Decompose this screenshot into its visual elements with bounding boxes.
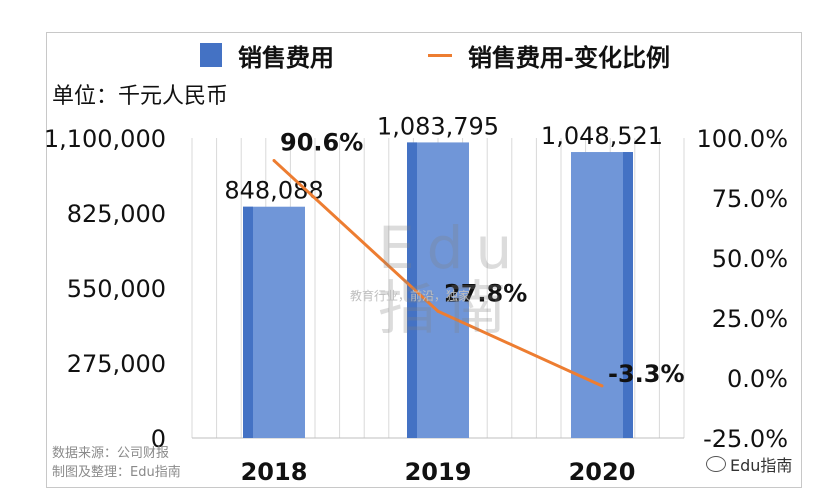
credit-line: 制图及整理：Edu指南: [52, 465, 181, 480]
watermark-logo: Edu 指南: [378, 218, 524, 338]
bar-data-label: 1,048,521: [541, 122, 663, 150]
line-data-label: -3.3%: [608, 360, 685, 388]
wechat-label: Edu指南: [730, 456, 793, 475]
bar-edge: [407, 142, 417, 438]
legend-bar-swatch: [200, 43, 222, 67]
y-left-tick-label: 275,000: [67, 350, 166, 378]
y-left-tick-label: 0: [151, 425, 166, 453]
y-right-tick-label: 0.0%: [727, 365, 788, 393]
wechat-icon: [706, 456, 726, 472]
watermark-logo-line1: Edu: [378, 214, 525, 282]
x-tick-label: 2020: [569, 458, 636, 486]
legend-item-line: 销售费用-变化比例: [428, 40, 670, 72]
y-right-tick-label: -25.0%: [703, 425, 788, 453]
x-tick-label: 2018: [241, 458, 308, 486]
bar-edge: [623, 152, 633, 438]
unit-label: 单位：千元人民币: [52, 84, 229, 109]
watermark-text: 教育行业，前沿，独家: [350, 289, 471, 303]
y-left-tick-label: 550,000: [67, 275, 166, 303]
legend-line-label: 销售费用-变化比例: [468, 43, 670, 72]
source-note: 数据来源：公司财报 制图及整理：Edu指南: [52, 444, 181, 482]
bar: [243, 206, 305, 438]
watermark-logo-line2: 指南: [378, 274, 519, 342]
y-left-tick-label: 1,100,000: [44, 125, 166, 153]
bar-data-label: 1,083,795: [377, 112, 499, 140]
bar: [407, 142, 469, 438]
y-right-tick-label: 50.0%: [712, 245, 788, 273]
wechat-badge: Edu指南: [706, 452, 792, 476]
x-tick-label: 2019: [405, 458, 472, 486]
y-right-tick-label: 25.0%: [712, 305, 788, 333]
line-point: [600, 384, 604, 388]
y-right-tick-label: 75.0%: [712, 185, 788, 213]
y-right-tick-label: 100.0%: [696, 125, 788, 153]
source-line: 数据来源：公司财报: [52, 446, 170, 461]
y-left-tick-label: 825,000: [67, 200, 166, 228]
line-data-label: 90.6%: [280, 129, 363, 157]
legend-item-bar: 销售费用: [200, 40, 334, 72]
line-point: [272, 159, 276, 163]
bar: [571, 152, 633, 438]
legend-bar-label: 销售费用: [238, 43, 334, 72]
line-point: [436, 309, 440, 313]
bar-edge: [243, 206, 253, 438]
line-data-label: 27.8%: [444, 279, 527, 307]
legend-line-swatch: [428, 53, 452, 57]
